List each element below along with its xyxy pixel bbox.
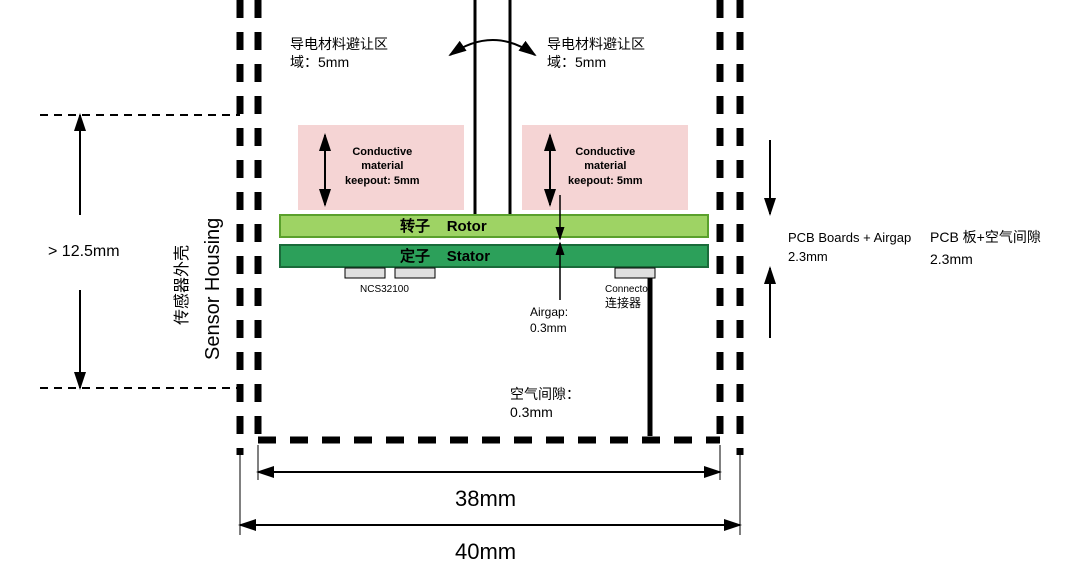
keepout-en-right: Conductive material keepout: 5mm [568,145,643,188]
connector-cn: 连接器 [605,296,641,312]
pcb-en: PCB Boards + Airgap 2.3mm [788,230,911,266]
stator-en: Stator [447,248,490,265]
stator-label: 定子 Stator [400,247,490,267]
stator-cn: 定子 [400,248,430,265]
diagram-svg [0,0,1080,585]
ag2: 0.3mm [530,321,567,335]
chip-label: NCS32100 [360,283,409,296]
sensor-housing-en: Sensor Housing [200,218,226,360]
ag1: Airgap: [530,305,568,319]
keepout-cn-right-l1: 导电材料避让区 [547,36,645,52]
sensor-housing-cn: 传感器外壳 [173,245,194,325]
sensor-diagram: Sensor Housing 传感器外壳 导电材料避让区 域：5mm 导电材料避… [0,0,1080,585]
rotor-en: Rotor [447,218,487,235]
airgap-en: Airgap: 0.3mm [530,305,568,336]
rotor-label: 转子 Rotor [400,217,487,237]
outer-width: 40mm [455,538,516,567]
keepout-cn-left-l2: 域：5mm [290,54,349,70]
rotor-cn: 转子 [400,218,430,235]
pcb2: 2.3mm [788,249,828,266]
pcbc1: PCB 板+空气间隙 [930,229,1041,245]
pcb1: PCB Boards + Airgap [788,230,911,245]
inner-width: 38mm [455,485,516,514]
keepout-en-left: Conductive material keepout: 5mm [345,145,420,188]
k2b: material [584,160,626,172]
k3b: keepout: 5mm [568,175,643,187]
k2: material [361,160,403,172]
k1b: Conductive [575,146,635,158]
agc1: 空气间隙： [510,386,580,402]
keepout-cn-right-l2: 域：5mm [547,54,606,70]
keepout-cn-right: 导电材料避让区 域：5mm [547,35,645,71]
keepout-cn-left-l1: 导电材料避让区 [290,36,388,52]
k3: keepout: 5mm [345,175,420,187]
airgap-cn: 空气间隙： 0.3mm [510,385,580,421]
height-dim: > 12.5mm [48,242,120,263]
keepout-cn-left: 导电材料避让区 域：5mm [290,35,388,71]
pcbc2: 2.3mm [930,250,973,268]
pcb-cn: PCB 板+空气间隙 2.3mm [930,228,1041,268]
agc2: 0.3mm [510,404,553,420]
connector-en: Connector [605,283,651,296]
k1: Conductive [352,146,412,158]
